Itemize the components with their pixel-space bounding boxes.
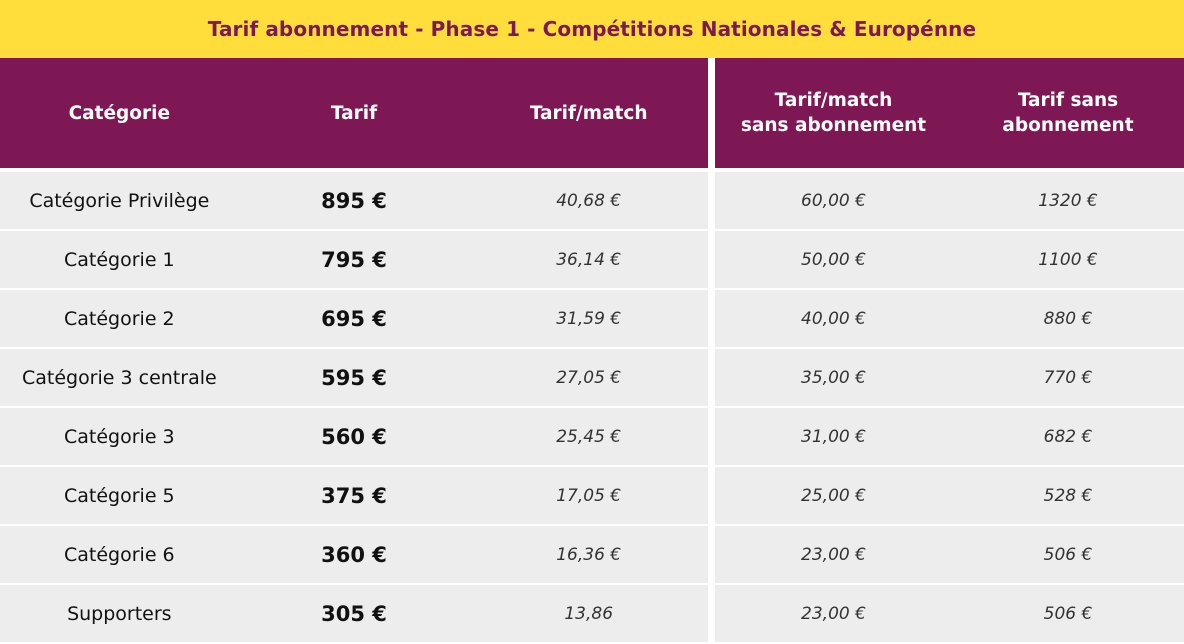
row-block-right: 50,00 € 1100 € bbox=[715, 231, 1184, 288]
cell-price-per-match-no-sub: 31,00 € bbox=[801, 426, 866, 447]
table-row: Catégorie 2 695 € 31,59 € 40,00 € 880 € bbox=[0, 290, 1184, 347]
cell-category: Catégorie 6 bbox=[64, 543, 175, 566]
cell-price-per-match: 17,05 € bbox=[556, 485, 622, 506]
row-block-right: 25,00 € 528 € bbox=[715, 467, 1184, 524]
cell-price-per-match: 25,45 € bbox=[556, 426, 622, 447]
cell-price-per-match-no-sub: 23,00 € bbox=[801, 603, 866, 624]
cell-category: Catégorie 1 bbox=[64, 248, 175, 271]
header-price-no-subscription: Tarif sans abonnement bbox=[1002, 90, 1134, 136]
row-block-left: Catégorie 5 375 € 17,05 € bbox=[0, 467, 708, 524]
cell-price-no-sub: 770 € bbox=[1043, 367, 1093, 388]
cell-price-no-sub: 506 € bbox=[1043, 544, 1093, 565]
row-block-right: 40,00 € 880 € bbox=[715, 290, 1184, 347]
cell-price-no-sub: 1100 € bbox=[1038, 249, 1098, 270]
cell-price-per-match: 13,86 bbox=[564, 603, 614, 624]
table-row: Catégorie 1 795 € 36,14 € 50,00 € 1100 € bbox=[0, 231, 1184, 288]
cell-price-per-match-no-sub: 23,00 € bbox=[801, 544, 866, 565]
cell-price-per-match-no-sub: 60,00 € bbox=[801, 190, 866, 211]
table-row: Catégorie 3 560 € 25,45 € 31,00 € 682 € bbox=[0, 408, 1184, 465]
header-category: Catégorie bbox=[68, 102, 171, 124]
cell-price: 375 € bbox=[321, 483, 387, 508]
cell-category: Catégorie 2 bbox=[64, 307, 175, 330]
cell-price-per-match: 40,68 € bbox=[556, 190, 622, 211]
cell-category: Catégorie 3 bbox=[64, 425, 175, 448]
row-block-left: Catégorie 1 795 € 36,14 € bbox=[0, 231, 708, 288]
row-block-right: 31,00 € 682 € bbox=[715, 408, 1184, 465]
table-row: Catégorie Privilège 895 € 40,68 € 60,00 … bbox=[0, 172, 1184, 229]
row-block-right: 23,00 € 506 € bbox=[715, 585, 1184, 642]
cell-price: 305 € bbox=[321, 601, 387, 626]
table-row: Catégorie 6 360 € 16,36 € 23,00 € 506 € bbox=[0, 526, 1184, 583]
cell-category: Catégorie 3 centrale bbox=[21, 366, 217, 389]
cell-price-no-sub: 506 € bbox=[1043, 603, 1093, 624]
cell-price-no-sub: 528 € bbox=[1043, 485, 1093, 506]
cell-price: 595 € bbox=[321, 365, 387, 390]
cell-price-no-sub: 880 € bbox=[1043, 308, 1093, 329]
cell-price-per-match: 16,36 € bbox=[556, 544, 622, 565]
row-block-right: 35,00 € 770 € bbox=[715, 349, 1184, 406]
cell-price: 795 € bbox=[321, 247, 387, 272]
row-block-left: Catégorie Privilège 895 € 40,68 € bbox=[0, 172, 708, 229]
row-block-right: 60,00 € 1320 € bbox=[715, 172, 1184, 229]
row-block-right: 23,00 € 506 € bbox=[715, 526, 1184, 583]
table-row: Supporters 305 € 13,86 23,00 € 506 € bbox=[0, 585, 1184, 642]
table-title: Tarif abonnement - Phase 1 - Compétition… bbox=[207, 17, 977, 41]
table-body: Catégorie Privilège 895 € 40,68 € 60,00 … bbox=[0, 172, 1184, 644]
cell-category: Catégorie Privilège bbox=[29, 189, 210, 212]
table-row: Catégorie 5 375 € 17,05 € 25,00 € 528 € bbox=[0, 467, 1184, 524]
cell-price: 895 € bbox=[321, 188, 387, 213]
cell-price-per-match: 31,59 € bbox=[556, 308, 622, 329]
cell-price-no-sub: 682 € bbox=[1043, 426, 1093, 447]
row-block-left: Catégorie 6 360 € 16,36 € bbox=[0, 526, 708, 583]
cell-price: 695 € bbox=[321, 306, 387, 331]
table-title-banner: Tarif abonnement - Phase 1 - Compétition… bbox=[0, 0, 1184, 58]
row-block-left: Supporters 305 € 13,86 bbox=[0, 585, 708, 642]
cell-price-per-match: 36,14 € bbox=[556, 249, 622, 270]
cell-price-per-match-no-sub: 35,00 € bbox=[801, 367, 866, 388]
cell-price: 560 € bbox=[321, 424, 387, 449]
row-block-left: Catégorie 2 695 € 31,59 € bbox=[0, 290, 708, 347]
header-price-per-match: Tarif/match bbox=[529, 102, 648, 124]
table-header-left: Catégorie Tarif Tarif/match bbox=[0, 58, 708, 168]
cell-price-per-match-no-sub: 25,00 € bbox=[801, 485, 866, 506]
cell-category: Supporters bbox=[67, 602, 172, 625]
cell-category: Catégorie 5 bbox=[64, 484, 175, 507]
cell-price-no-sub: 1320 € bbox=[1038, 190, 1098, 211]
cell-price-per-match-no-sub: 50,00 € bbox=[801, 249, 866, 270]
header-price: Tarif bbox=[330, 102, 378, 124]
cell-price-per-match: 27,05 € bbox=[556, 367, 622, 388]
header-price-per-match-no-subscription: Tarif/match sans abonnement bbox=[740, 90, 927, 136]
table-header-right: Tarif/match sans abonnement Tarif sans a… bbox=[715, 58, 1184, 168]
row-block-left: Catégorie 3 centrale 595 € 27,05 € bbox=[0, 349, 708, 406]
cell-price-per-match-no-sub: 40,00 € bbox=[801, 308, 866, 329]
table-row: Catégorie 3 centrale 595 € 27,05 € 35,00… bbox=[0, 349, 1184, 406]
cell-price: 360 € bbox=[321, 542, 387, 567]
row-block-left: Catégorie 3 560 € 25,45 € bbox=[0, 408, 708, 465]
